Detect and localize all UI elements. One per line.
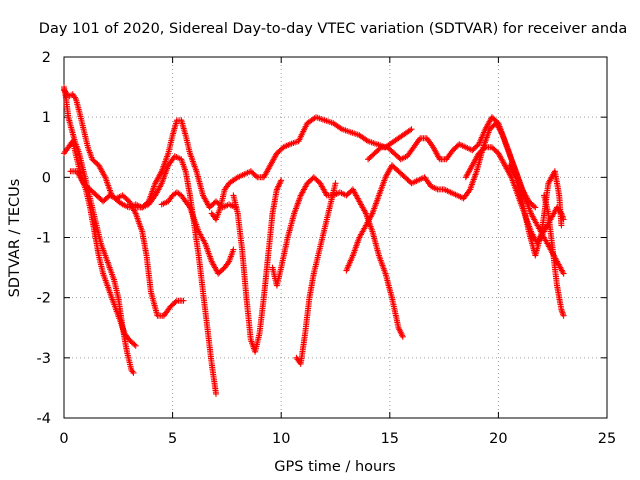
series-arc6 bbox=[158, 189, 237, 277]
x-tick-label: 25 bbox=[598, 431, 616, 447]
series-arc9 bbox=[269, 174, 406, 340]
data-point bbox=[132, 342, 139, 349]
x-tick-label: 5 bbox=[168, 431, 177, 447]
y-tick-label: -2 bbox=[37, 291, 51, 307]
data-point bbox=[213, 390, 219, 397]
data-point bbox=[172, 298, 179, 305]
data-point bbox=[407, 127, 414, 134]
series-arc8 bbox=[230, 177, 285, 355]
grid-lines bbox=[64, 57, 607, 418]
y-tick-labels: -4 -3 -2 -1 0 1 2 bbox=[37, 50, 51, 427]
series-arc4 bbox=[67, 168, 187, 319]
series-arc7 bbox=[208, 114, 415, 223]
data-point bbox=[560, 312, 567, 319]
data-point bbox=[399, 333, 406, 340]
data-point bbox=[532, 204, 539, 211]
data-point bbox=[278, 177, 285, 184]
data-point bbox=[253, 173, 259, 180]
data-point bbox=[337, 125, 344, 132]
data-point bbox=[332, 180, 339, 187]
x-tick-label: 20 bbox=[489, 431, 507, 447]
x-tick-label: 10 bbox=[272, 431, 290, 447]
series-arc5 bbox=[132, 153, 219, 397]
data-point bbox=[230, 246, 237, 253]
data-point bbox=[118, 200, 125, 207]
series-arc14 bbox=[506, 162, 565, 259]
data-point bbox=[131, 341, 138, 348]
data-point bbox=[180, 297, 187, 304]
series-arc15 bbox=[541, 192, 567, 319]
x-tick-label: 0 bbox=[59, 431, 68, 447]
data-point bbox=[558, 222, 565, 229]
chart-title: Day 101 of 2020, Sidereal Day-to-day VTE… bbox=[39, 21, 627, 37]
x-tick-labels: 0 5 10 15 20 25 bbox=[59, 431, 616, 447]
series-arc1 bbox=[61, 87, 239, 211]
plot-frame bbox=[63, 56, 608, 419]
y-tick-label: -1 bbox=[37, 231, 51, 247]
data-point bbox=[560, 270, 567, 277]
data-point bbox=[376, 145, 383, 152]
data-point bbox=[130, 369, 137, 376]
data-point bbox=[481, 145, 488, 152]
y-tick-label: -3 bbox=[37, 351, 51, 367]
data-point bbox=[531, 203, 537, 210]
x-tick-label: 15 bbox=[381, 431, 399, 447]
y-axis-label: SDTVAR / TECUs bbox=[7, 179, 23, 298]
y-tick-label: 1 bbox=[42, 110, 51, 126]
series-arc10 bbox=[293, 180, 339, 367]
x-axis-label: GPS time / hours bbox=[274, 459, 395, 475]
data-series bbox=[61, 84, 567, 397]
series-arc3 bbox=[61, 138, 139, 349]
y-tick-label: -4 bbox=[37, 411, 51, 427]
y-tick-label: 0 bbox=[42, 170, 51, 186]
data-point bbox=[408, 126, 415, 133]
axis-ticks bbox=[63, 56, 608, 419]
y-tick-label: 2 bbox=[42, 50, 51, 66]
